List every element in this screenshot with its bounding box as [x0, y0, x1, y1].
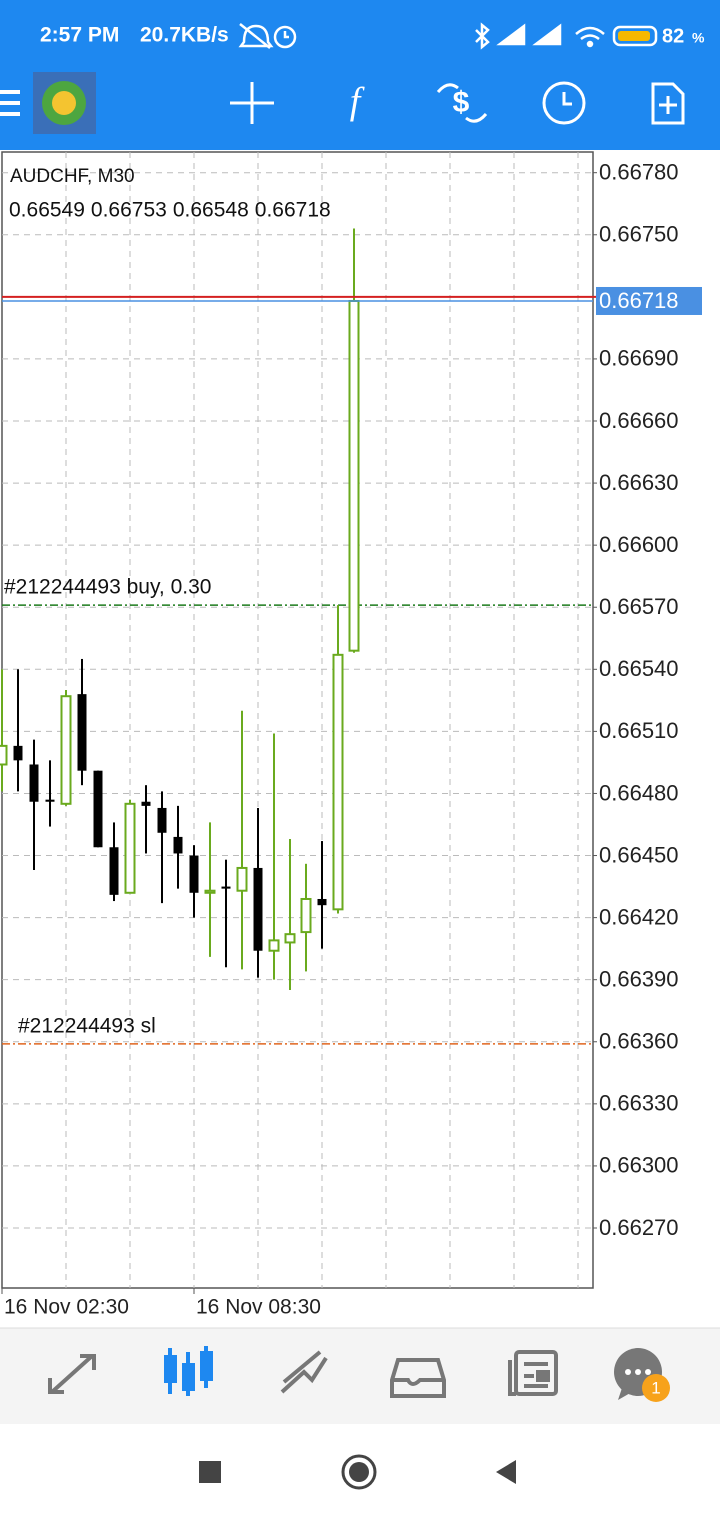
- candle-body: [173, 836, 183, 854]
- candle-body: [221, 886, 231, 889]
- y-tick-label: 0.66630: [599, 470, 679, 495]
- candle-body: [0, 744, 8, 766]
- quotes-tab[interactable]: [48, 1354, 96, 1394]
- back-button[interactable]: [496, 1460, 516, 1484]
- y-tick-label: 0.66450: [599, 842, 679, 867]
- candle-body: [236, 866, 248, 892]
- ohlc-value: 0.66548: [173, 199, 249, 222]
- y-tick-label: 0.66540: [599, 656, 679, 681]
- chart-tab[interactable]: [164, 1346, 213, 1396]
- candle-body: [332, 653, 344, 911]
- candle-body: [189, 855, 199, 893]
- y-tick-label: 0.66510: [599, 718, 679, 743]
- candle-body: [124, 802, 136, 894]
- y-tick-label: 0.66300: [599, 1153, 679, 1178]
- order-label: #212244493 sl: [18, 1014, 156, 1037]
- period-button[interactable]: [542, 81, 586, 125]
- bottom-nav: [0, 1328, 720, 1424]
- candle-body: [77, 694, 87, 771]
- x-tick-label: 16 Nov 02:30: [4, 1296, 129, 1319]
- candle-body: [284, 933, 296, 944]
- candle-body: [300, 897, 312, 934]
- candle-body: [204, 889, 216, 894]
- status-icons: [238, 22, 658, 50]
- y-tick-label: 0.66390: [599, 966, 679, 991]
- y-tick-label: 0.66420: [599, 904, 679, 929]
- bid-label-box: [596, 286, 702, 315]
- status-speed: 20.7KB/s: [140, 24, 229, 47]
- chart-title: AUDCHF, M30: [10, 166, 135, 187]
- chat-tab[interactable]: [614, 1348, 670, 1402]
- y-tick-label: 0.66780: [599, 160, 679, 185]
- status-time: 2:57 PM: [40, 24, 119, 47]
- y-tick-label: 0.66690: [599, 346, 679, 371]
- ohlc-value: 0.66753: [91, 199, 167, 222]
- battery-level: 82: [662, 25, 684, 47]
- y-tick-label: 0.66360: [599, 1029, 679, 1054]
- candle-body: [141, 801, 151, 806]
- battery-unit: %: [692, 30, 705, 46]
- chat-badge: 1: [651, 1378, 660, 1397]
- order-label: #212244493 buy, 0.30: [4, 576, 211, 599]
- candle-body: [268, 939, 280, 952]
- y-tick-label: 0.66570: [599, 594, 679, 619]
- candle-body: [317, 898, 327, 906]
- y-tick-label: 0.66600: [599, 532, 679, 557]
- y-tick-label: 0.66480: [599, 780, 679, 805]
- x-tick-label: 16 Nov 08:30: [196, 1296, 321, 1319]
- svg-text:$: $: [453, 86, 470, 119]
- ohlc-value: 0.66718: [255, 199, 331, 222]
- y-tick-label: 0.66270: [599, 1215, 679, 1240]
- app-bar: [0, 0, 720, 150]
- y-tick-label: 0.66750: [599, 222, 679, 247]
- crosshair-button[interactable]: [230, 82, 274, 124]
- trade-tab[interactable]: [280, 1350, 328, 1394]
- objects-button[interactable]: [651, 82, 685, 125]
- menu-button[interactable]: [0, 90, 20, 116]
- chart-frame: [1, 151, 594, 1289]
- home-button[interactable]: [341, 1454, 377, 1490]
- candle-body: [45, 799, 55, 802]
- ohlc-value: 0.66549: [9, 199, 85, 222]
- trade-button[interactable]: $: [436, 83, 488, 123]
- candle-body: [60, 695, 72, 805]
- history-tab[interactable]: [390, 1358, 446, 1398]
- candle-body: [13, 745, 23, 761]
- news-tab[interactable]: [508, 1350, 558, 1396]
- candle-body: [348, 299, 360, 652]
- app-logo[interactable]: [33, 72, 96, 134]
- candle-body: [29, 764, 39, 802]
- candle-body: [253, 867, 263, 951]
- candle-body: [157, 807, 167, 833]
- candle-body: [109, 847, 119, 895]
- recents-button[interactable]: [199, 1461, 221, 1483]
- y-tick-label: 0.66330: [599, 1091, 679, 1116]
- candle-body: [93, 770, 103, 848]
- y-tick-label: 0.66660: [599, 408, 679, 433]
- bid-label: 0.66718: [599, 288, 679, 313]
